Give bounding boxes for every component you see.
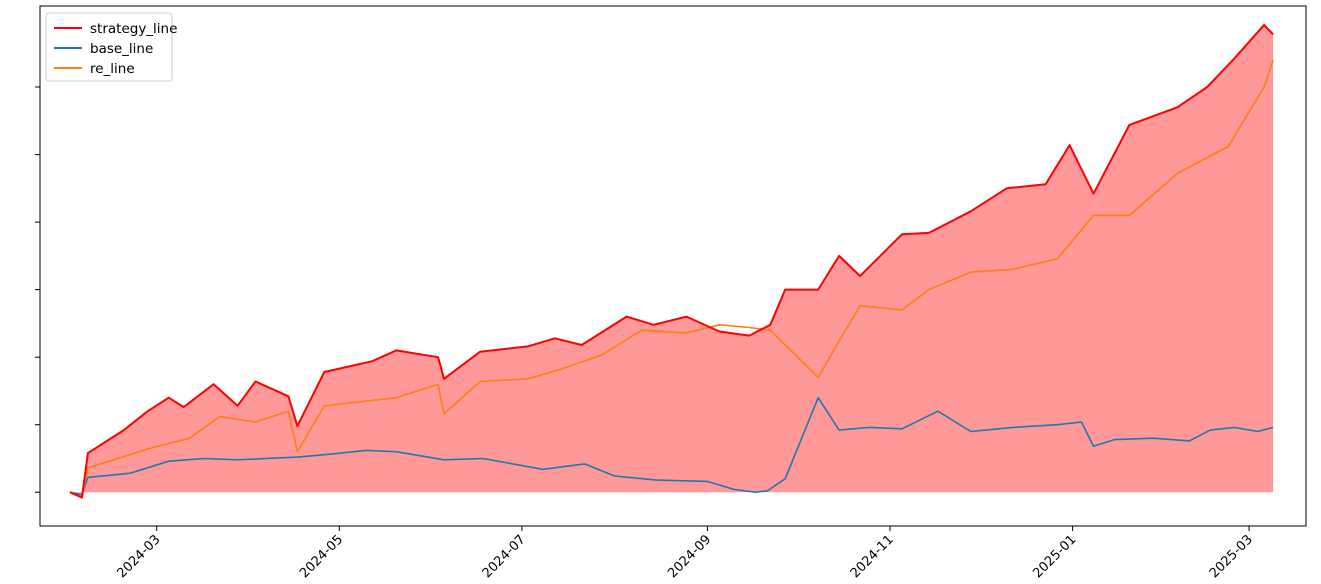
strategy-fill-area xyxy=(69,24,1274,498)
x-tick-label: 2025-03 xyxy=(1207,532,1256,581)
x-tick-label: 2024-05 xyxy=(297,532,346,581)
legend-label: base_line xyxy=(90,41,153,57)
plot-area xyxy=(69,23,1274,499)
series-line-base-line xyxy=(69,396,1274,496)
x-tick-label: 2024-09 xyxy=(665,532,714,581)
legend-label: re_line xyxy=(90,61,135,77)
series-line-re-line xyxy=(69,59,1274,499)
x-tick-label: 2024-11 xyxy=(848,532,897,581)
x-tick-label: 2025-01 xyxy=(1030,532,1079,581)
x-tick-label: 2024-03 xyxy=(115,532,164,581)
series-line-strategy-line xyxy=(69,23,1274,499)
legend: strategy_line base_line re_line xyxy=(45,12,177,82)
legend-label: strategy_line xyxy=(90,21,177,37)
plot-frame xyxy=(39,5,1307,527)
legend-box xyxy=(45,12,173,82)
y-axis xyxy=(35,86,40,493)
x-axis: 2024-03 2024-05 2024-07 2024-09 2024-11 2025-… xyxy=(115,526,1256,581)
x-tick-label: 2024-07 xyxy=(480,532,529,581)
